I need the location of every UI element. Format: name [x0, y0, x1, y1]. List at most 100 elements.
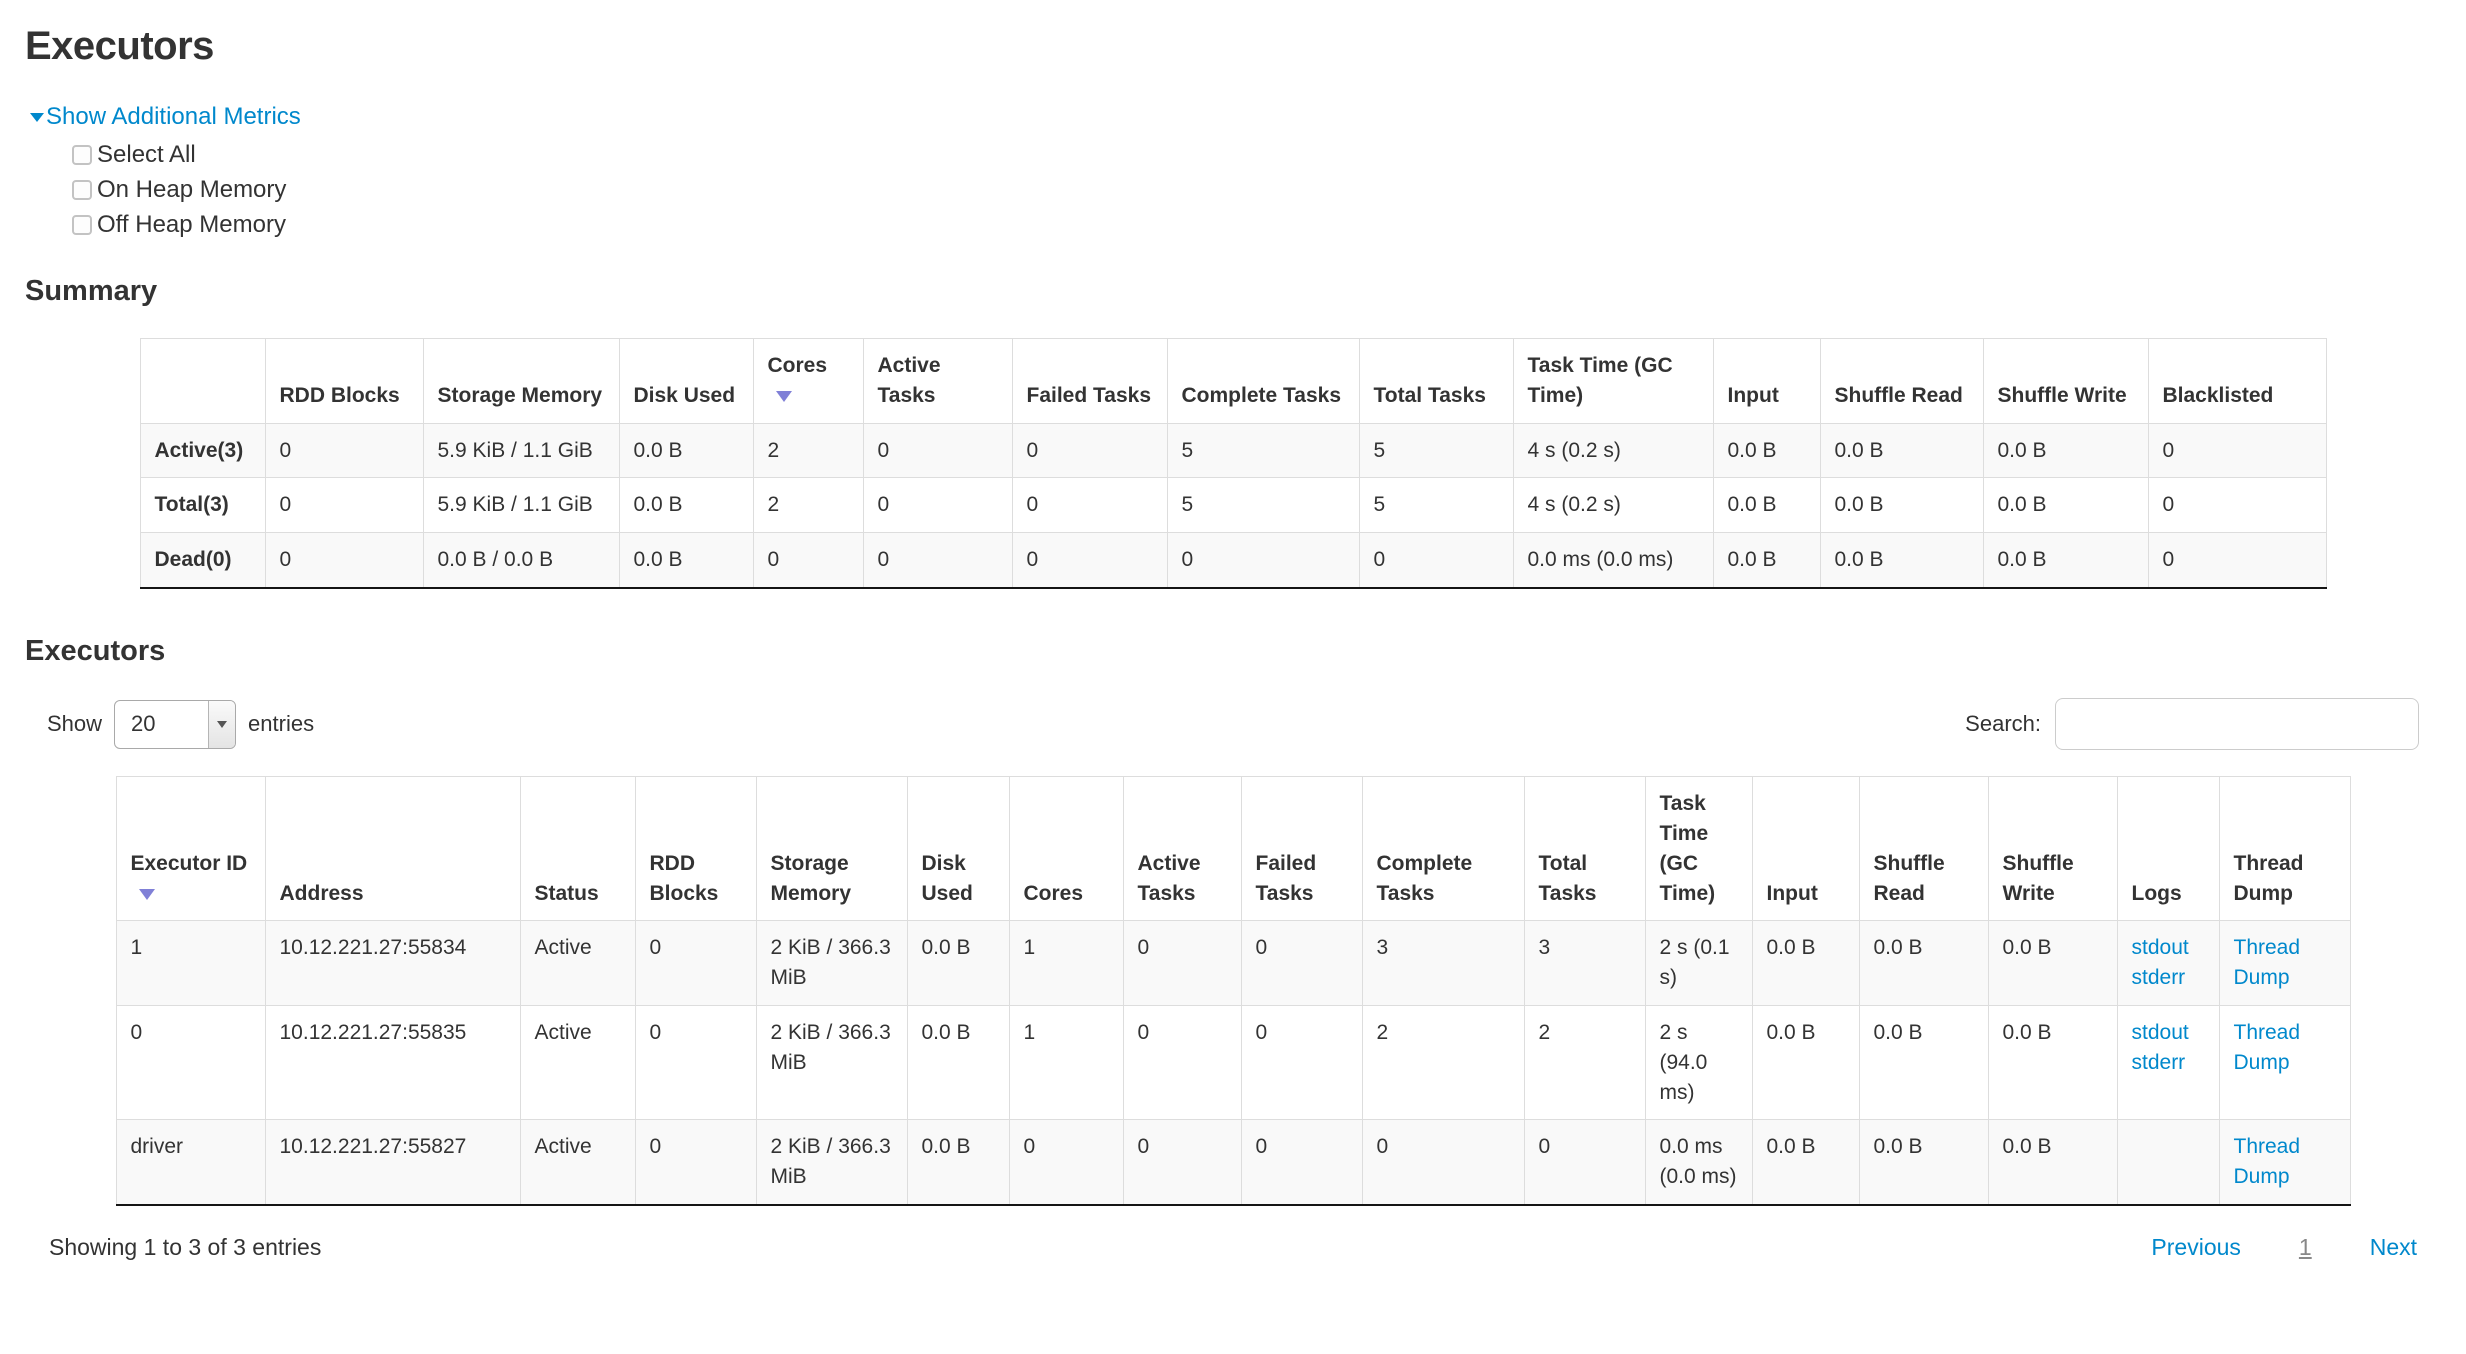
cell-input: 0.0 B — [1712, 477, 1821, 534]
stdout-link[interactable]: stdout — [2131, 1020, 2189, 1044]
cell-address: 10.12.221.27:55827 — [264, 1119, 521, 1206]
metrics-option-off-heap-memory[interactable]: Off Heap Memory — [72, 211, 2441, 239]
on-heap-memory-checkbox[interactable] — [72, 180, 92, 200]
thread-dump-link[interactable]: Thread Dump — [2233, 1135, 2301, 1189]
summary-col-total-tasks[interactable]: Total Tasks — [1358, 338, 1514, 424]
summary-header-row: RDD Blocks Storage Memory Disk Used Core… — [139, 338, 2327, 424]
cell-cores: 0 — [752, 532, 864, 589]
summary-col-task-time[interactable]: Task Time (GC Time) — [1512, 338, 1714, 424]
cell-rdd-blocks: 0 — [634, 1004, 757, 1121]
summary-col-storage-memory[interactable]: Storage Memory — [422, 338, 620, 424]
col-executor-id[interactable]: Executor ID — [115, 776, 266, 922]
cell-input: 0.0 B — [1751, 1119, 1860, 1206]
next-page-link[interactable]: Next — [2369, 1234, 2417, 1260]
cell-total-tasks: 5 — [1358, 477, 1514, 534]
page-length-value: 20 — [131, 711, 156, 737]
col-thread-dump[interactable]: Thread Dump — [2218, 776, 2351, 922]
table-footer: Showing 1 to 3 of 3 entries Previous 1 N… — [49, 1234, 2417, 1261]
metrics-options: Select All On Heap Memory Off Heap Memor… — [72, 141, 2441, 239]
col-storage-memory[interactable]: Storage Memory — [755, 776, 908, 922]
summary-col-cores[interactable]: Cores — [752, 338, 864, 424]
stderr-link[interactable]: stderr — [2131, 1050, 2186, 1074]
col-failed-tasks[interactable]: Failed Tasks — [1240, 776, 1363, 922]
executor-row-1: 1 10.12.221.27:55834 Active 0 2 KiB / 36… — [115, 920, 2351, 1006]
page-number-current[interactable]: 1 — [2298, 1234, 2312, 1260]
col-active-tasks[interactable]: Active Tasks — [1122, 776, 1242, 922]
col-task-time[interactable]: Task Time (GC Time) — [1644, 776, 1753, 922]
col-disk-used[interactable]: Disk Used — [906, 776, 1010, 922]
stdout-link[interactable]: stdout — [2131, 936, 2189, 960]
col-cores[interactable]: Cores — [1008, 776, 1124, 922]
cell-logs — [2116, 1119, 2220, 1206]
cell-thread-dump: Thread Dump — [2218, 920, 2351, 1006]
stderr-link[interactable]: stderr — [2131, 966, 2186, 990]
cell-status: Active — [519, 920, 636, 1006]
col-logs[interactable]: Logs — [2116, 776, 2220, 922]
cell-storage-memory: 2 KiB / 366.3 MiB — [755, 920, 908, 1006]
on-heap-memory-label: On Heap Memory — [97, 176, 287, 203]
summary-heading: Summary — [25, 275, 158, 307]
summary-col-active-tasks[interactable]: Active Tasks — [862, 338, 1013, 424]
col-status[interactable]: Status — [519, 776, 636, 922]
cell-complete-tasks: 0 — [1361, 1119, 1525, 1206]
thread-dump-link[interactable]: Thread Dump — [2233, 936, 2301, 990]
show-additional-metrics-link[interactable]: Show Additional Metrics — [30, 103, 301, 131]
summary-col-shuffle-write[interactable]: Shuffle Write — [1982, 338, 2149, 424]
cell-rdd-blocks: 0 — [264, 422, 424, 479]
col-complete-tasks[interactable]: Complete Tasks — [1361, 776, 1525, 922]
col-rdd-blocks[interactable]: RDD Blocks — [634, 776, 757, 922]
cell-shuffle-write: 0.0 B — [1987, 1119, 2118, 1206]
select-all-checkbox[interactable] — [72, 145, 92, 165]
summary-col-rdd-blocks[interactable]: RDD Blocks — [264, 338, 424, 424]
summary-col-input[interactable]: Input — [1712, 338, 1821, 424]
cell-disk-used: 0.0 B — [906, 920, 1010, 1006]
search-control: Search: — [1965, 698, 2419, 751]
off-heap-memory-checkbox[interactable] — [72, 215, 92, 235]
col-total-tasks[interactable]: Total Tasks — [1523, 776, 1646, 922]
previous-page-link[interactable]: Previous — [2151, 1234, 2241, 1260]
cell-failed-tasks: 0 — [1240, 920, 1363, 1006]
cell-logs: stdout stderr — [2116, 920, 2220, 1006]
cell-shuffle-read: 0.0 B — [1858, 920, 1989, 1006]
cell-shuffle-read: 0.0 B — [1819, 532, 1984, 589]
search-input[interactable] — [2055, 698, 2419, 751]
summary-col-disk-used[interactable]: Disk Used — [618, 338, 754, 424]
summary-row-total: Total(3) 0 5.9 KiB / 1.1 GiB 0.0 B 2 0 0… — [139, 477, 2327, 534]
select-dropdown-icon — [208, 700, 236, 748]
summary-col-failed-tasks[interactable]: Failed Tasks — [1011, 338, 1168, 424]
page-length-control: Show 20 entries — [47, 699, 314, 749]
metrics-option-on-heap-memory[interactable]: On Heap Memory — [72, 176, 2441, 204]
cell-disk-used: 0.0 B — [906, 1119, 1010, 1206]
executors-header-row: Executor ID Address Status RDD Blocks St… — [115, 776, 2351, 922]
caret-down-icon — [30, 112, 44, 122]
cell-shuffle-write: 0.0 B — [1982, 532, 2149, 589]
cell-address: 10.12.221.27:55834 — [264, 920, 521, 1006]
table-info: Showing 1 to 3 of 3 entries — [49, 1234, 322, 1260]
summary-col-blank[interactable] — [139, 338, 266, 424]
summary-col-shuffle-read[interactable]: Shuffle Read — [1819, 338, 1984, 424]
cell-logs: stdout stderr — [2116, 1004, 2220, 1121]
col-address[interactable]: Address — [264, 776, 521, 922]
summary-col-complete-tasks[interactable]: Complete Tasks — [1166, 338, 1360, 424]
cell-total-tasks: 0 — [1523, 1119, 1646, 1206]
summary-col-blacklisted[interactable]: Blacklisted — [2147, 338, 2327, 424]
cell-failed-tasks: 0 — [1011, 422, 1168, 479]
col-shuffle-write[interactable]: Shuffle Write — [1987, 776, 2118, 922]
search-label: Search: — [1965, 711, 2041, 737]
cell-blacklisted: 0 — [2147, 422, 2327, 479]
summary-table: RDD Blocks Storage Memory Disk Used Core… — [139, 338, 2327, 590]
thread-dump-link[interactable]: Thread Dump — [2233, 1020, 2301, 1074]
col-input[interactable]: Input — [1751, 776, 1860, 922]
executors-table: Executor ID Address Status RDD Blocks St… — [115, 776, 2351, 1206]
cell-total-tasks: 3 — [1523, 920, 1646, 1006]
cell-executor-id: 1 — [115, 920, 266, 1006]
cell-storage-memory: 2 KiB / 366.3 MiB — [755, 1004, 908, 1121]
metrics-option-select-all[interactable]: Select All — [72, 141, 2441, 169]
page-length-select[interactable]: 20 — [114, 699, 237, 749]
cell-disk-used: 0.0 B — [618, 532, 754, 589]
cell-executor-id: 0 — [115, 1004, 266, 1121]
cell-input: 0.0 B — [1712, 532, 1821, 589]
col-shuffle-read[interactable]: Shuffle Read — [1858, 776, 1989, 922]
cell-failed-tasks: 0 — [1240, 1119, 1363, 1206]
cell-complete-tasks: 3 — [1361, 920, 1525, 1006]
